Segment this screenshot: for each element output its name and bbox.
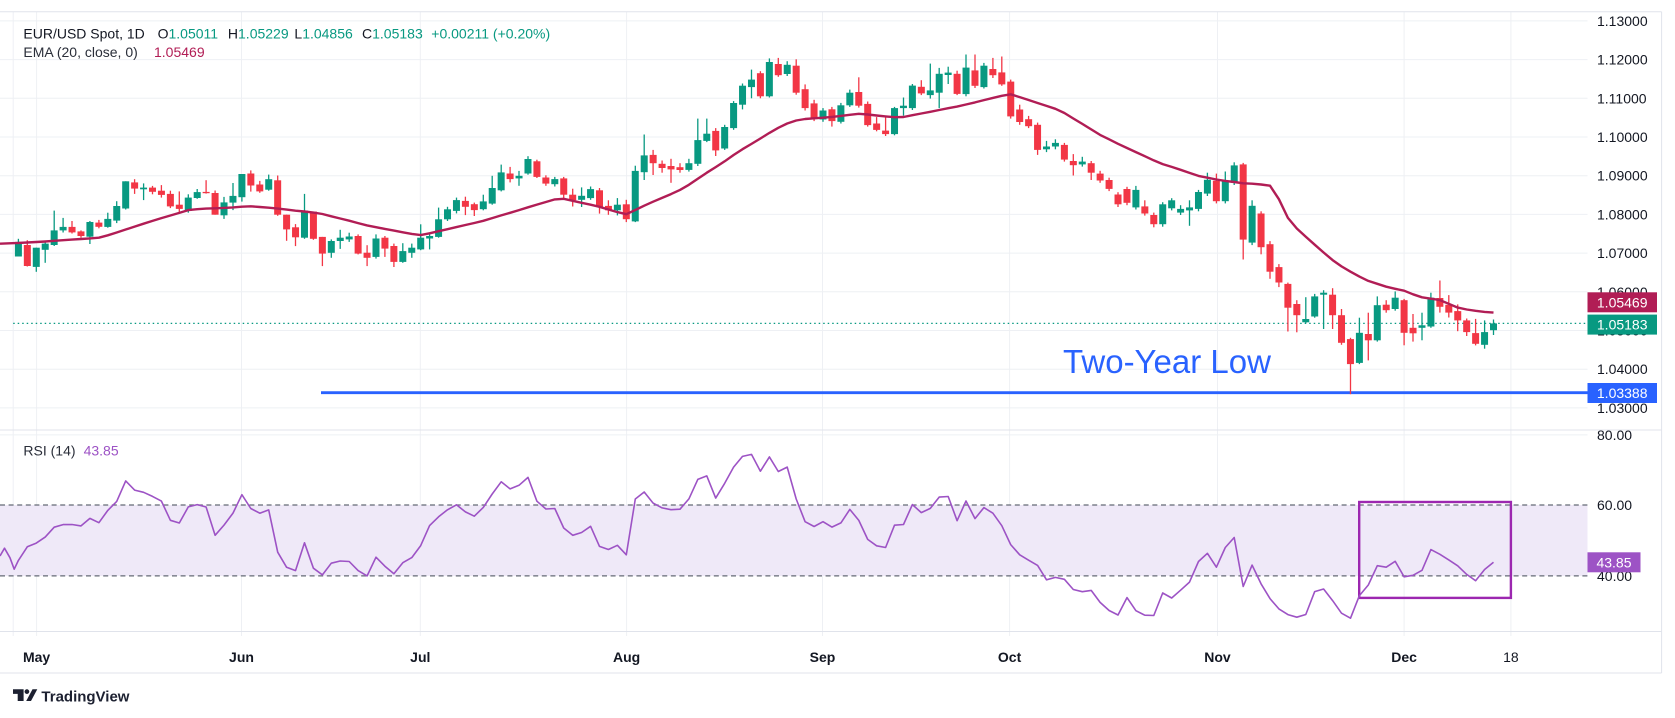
svg-text:Nov: Nov [1204, 649, 1231, 665]
svg-text:1.07000: 1.07000 [1597, 245, 1648, 261]
svg-text:L1.04856: L1.04856 [294, 25, 353, 41]
svg-text:1.05183: 1.05183 [1597, 317, 1648, 333]
svg-text:1.05469: 1.05469 [154, 44, 205, 60]
svg-text:Jul: Jul [410, 649, 430, 665]
svg-text:EUR/USD Spot, 1D: EUR/USD Spot, 1D [23, 25, 144, 41]
svg-text:May: May [23, 649, 50, 665]
svg-text:RSI (14): RSI (14) [23, 443, 75, 459]
svg-text:O1.05011: O1.05011 [158, 25, 219, 41]
svg-text:1.08000: 1.08000 [1597, 206, 1648, 222]
svg-text:1.05469: 1.05469 [1597, 294, 1648, 310]
svg-text:C1.05183: C1.05183 [362, 25, 423, 41]
svg-text:1.11000: 1.11000 [1597, 90, 1647, 106]
svg-text:Dec: Dec [1391, 649, 1417, 665]
svg-text:43.85: 43.85 [84, 443, 119, 459]
svg-text:Aug: Aug [613, 649, 640, 665]
svg-text:1.12000: 1.12000 [1597, 52, 1648, 68]
svg-text:Oct: Oct [998, 649, 1022, 665]
svg-text:18: 18 [1503, 649, 1519, 665]
svg-text:1.10000: 1.10000 [1597, 129, 1648, 145]
svg-text:Sep: Sep [810, 649, 836, 665]
svg-text:43.85: 43.85 [1596, 554, 1631, 570]
svg-text:TradingView: TradingView [41, 688, 129, 705]
svg-text:+0.00211 (+0.20%): +0.00211 (+0.20%) [431, 25, 550, 41]
svg-text:H1.05229: H1.05229 [228, 25, 289, 41]
svg-text:Two-Year Low: Two-Year Low [1063, 343, 1271, 380]
svg-text:80.00: 80.00 [1597, 427, 1632, 443]
svg-text:1.04000: 1.04000 [1597, 361, 1648, 377]
svg-text:EMA (20, close, 0): EMA (20, close, 0) [23, 44, 137, 60]
svg-text:1.03000: 1.03000 [1597, 400, 1648, 416]
svg-text:1.13000: 1.13000 [1597, 13, 1648, 29]
svg-text:1.09000: 1.09000 [1597, 168, 1648, 184]
svg-text:1.03388: 1.03388 [1597, 385, 1648, 401]
svg-text:60.00: 60.00 [1597, 497, 1632, 513]
svg-text:Jun: Jun [229, 649, 254, 665]
